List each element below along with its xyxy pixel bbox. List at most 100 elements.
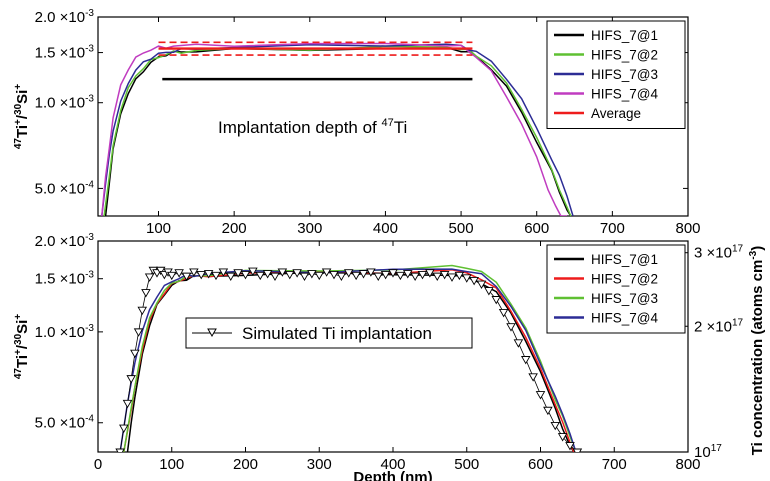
simulated-marker — [270, 272, 280, 282]
y2label-sup: -3 — [748, 250, 759, 259]
x-tick-label: 200 — [222, 220, 247, 237]
y-tick-times: ×10 — [55, 233, 85, 250]
annotation-text: Implantation depth of — [218, 118, 382, 137]
ylabel-el1: Ti — [14, 125, 31, 138]
simulated-marker — [454, 271, 465, 281]
series-line-4 — [119, 268, 577, 452]
simulated-marker — [255, 271, 266, 281]
ylabel-charge1: + — [13, 119, 24, 125]
simulated-marker — [513, 339, 524, 348]
simulated-marker — [115, 448, 125, 452]
simulated-marker — [476, 280, 487, 289]
y-tick-label: 5.0 ×10-4 — [35, 414, 95, 432]
legend-label-4: HIFS_7@4 — [591, 87, 658, 102]
plot-frame — [97, 16, 689, 217]
y-tick-times: ×10 — [55, 180, 85, 197]
simulated-marker — [307, 270, 317, 279]
y-tick-exponent: -3 — [85, 44, 94, 55]
y2-tick-label: 1017 — [694, 443, 722, 461]
ylabel-el2: Si — [14, 320, 31, 334]
simulated-marker — [402, 270, 413, 279]
x-tick-label: 600 — [524, 220, 549, 237]
y-axis-label: 47Ti+/30Si+ — [13, 84, 31, 150]
simulated-marker — [240, 270, 251, 280]
simulated-marker — [130, 349, 140, 359]
x-tick-label: 700 — [600, 220, 625, 237]
y-tick-mantissa: 1.0 — [35, 95, 56, 112]
ylabel-mass1: 47 — [13, 368, 24, 380]
simulated-marker — [388, 269, 398, 278]
y-tick-label: 1.5 ×10-3 — [35, 270, 95, 288]
simulated-line — [119, 269, 578, 452]
simulated-marker — [410, 272, 420, 282]
simulated-marker — [321, 268, 332, 277]
simulated-marker — [380, 270, 391, 280]
x-tick-label: 400 — [380, 456, 405, 473]
x-tick-label: 700 — [602, 456, 627, 473]
y2-tick-label: 3 ×1017 — [694, 244, 744, 262]
y2-tick-mantissa: 3 — [694, 245, 702, 262]
y-tick-mantissa: 1.0 — [35, 324, 56, 341]
y2-tick-exponent: 17 — [711, 443, 723, 454]
simulated-marker — [225, 272, 236, 282]
y2-tick-mantissa: 2 — [694, 318, 702, 335]
series-line-3 — [123, 264, 577, 452]
simulated-marker — [550, 421, 561, 431]
x-axis-label: Depth (nm) — [353, 469, 432, 481]
simulated-marker — [572, 448, 583, 452]
ylabel-el1: Ti — [14, 355, 31, 368]
annotation-element: Ti — [394, 118, 408, 137]
simulated-marker — [358, 270, 369, 279]
y-tick-mantissa: 2.0 — [35, 9, 56, 26]
simulated-marker — [277, 268, 288, 277]
simulated-marker — [292, 269, 302, 278]
simulated-marker — [425, 269, 435, 278]
simulated-marker — [299, 272, 310, 282]
annotation-superscript: 47 — [382, 117, 394, 129]
simulated-marker — [447, 273, 457, 282]
legend-label-5: Average — [591, 106, 641, 121]
y-tick-times: ×10 — [55, 415, 85, 432]
y-tick-label: 1.0 ×10-3 — [35, 323, 95, 341]
simulated-marker — [528, 373, 538, 382]
ylabel-charge2: + — [13, 84, 24, 90]
y2-tick-mantissa: 10 — [694, 444, 711, 461]
legend: HIFS_7@1 HIFS_7@2 HIFS_7@3 HIFS_7@4 Average — [546, 20, 686, 129]
x-tick-label: 200 — [233, 456, 258, 473]
x-tick-label: 300 — [307, 456, 332, 473]
simulated-marker — [498, 308, 509, 318]
simulated-marker — [343, 269, 354, 278]
legend-label-3: HIFS_7@3 — [591, 67, 658, 82]
y-tick-exponent: -3 — [85, 8, 94, 19]
x-tick-label: 500 — [454, 456, 479, 473]
simulated-marker — [122, 399, 133, 409]
simulated-marker — [248, 267, 258, 276]
simulated-marker — [329, 270, 339, 280]
simulated-marker — [565, 442, 575, 451]
ylabel-mass2: 30 — [13, 103, 24, 115]
simulated-marker — [461, 274, 472, 283]
series-line-4 — [101, 42, 567, 216]
x-tick-label: 800 — [675, 456, 700, 473]
simulated-marker — [119, 424, 129, 434]
y-tick-mantissa: 1.5 — [35, 45, 56, 62]
ylabel-mass1: 47 — [13, 138, 24, 150]
legend-label-3: HIFS_7@3 — [591, 291, 658, 306]
y2-tick-exponent: 17 — [732, 244, 744, 255]
y-tick-label: 2.0 ×10-3 — [35, 232, 95, 250]
ylabel-el2: Si — [14, 90, 31, 104]
simulated-marker — [543, 406, 553, 416]
y-tick-label: 1.0 ×10-3 — [35, 94, 95, 112]
simulated-marker — [314, 271, 325, 281]
y-tick-label: 1.5 ×10-3 — [35, 44, 95, 62]
legend-label-2: HIFS_7@2 — [591, 48, 658, 63]
y-tick-times: ×10 — [55, 9, 85, 26]
legend-label-2: HIFS_7@2 — [591, 272, 658, 287]
simulated-legend-box — [185, 317, 473, 349]
simulated-marker — [284, 270, 295, 280]
plot-area — [115, 264, 583, 452]
ylabel-charge1: + — [13, 349, 24, 355]
simulated-marker — [351, 271, 361, 281]
simulated-marker — [181, 272, 192, 282]
